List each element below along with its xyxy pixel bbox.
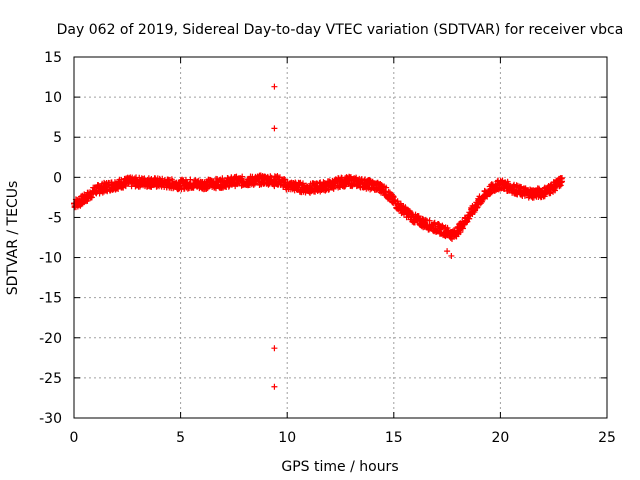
data-point: [447, 234, 454, 241]
data-point: [449, 235, 456, 242]
data-point: [219, 175, 226, 182]
data-point: [431, 220, 438, 227]
x-tick-label: 5: [176, 430, 185, 446]
y-tick-label: -10: [39, 251, 62, 267]
data-point: [383, 184, 390, 191]
data-point: [431, 219, 438, 226]
data-point: [385, 188, 392, 195]
data-point: [466, 215, 473, 222]
y-tick-label: -20: [39, 331, 62, 347]
data-point: [187, 176, 194, 183]
data-point: [459, 225, 466, 232]
y-tick-label: 5: [53, 130, 62, 146]
x-tick-label: 20: [491, 430, 509, 446]
data-point: [122, 183, 129, 190]
data-point: [271, 345, 278, 352]
plot-frame: [73, 56, 608, 419]
y-tick-label: -30: [39, 411, 62, 427]
data-point: [422, 216, 429, 223]
data-point: [448, 252, 455, 259]
y-tick-label: -5: [48, 210, 62, 226]
data-point: [87, 193, 94, 200]
data-point: [271, 83, 278, 90]
x-tick-label: 0: [70, 430, 79, 446]
y-tick-label: 15: [44, 50, 62, 66]
x-tick-label: 15: [385, 430, 403, 446]
data-point: [281, 176, 288, 183]
data-point: [457, 229, 464, 236]
data-point: [271, 125, 278, 132]
data-point: [557, 182, 564, 189]
x-axis-label: GPS time / hours: [281, 459, 398, 475]
data-point: [271, 183, 278, 190]
ticks-layer: 0 5 10 15 20 25 15 10 5 0 -5 -10 -15 -20 -25 -30: [39, 50, 616, 446]
data-point: [225, 183, 232, 190]
data-point: [444, 248, 451, 255]
x-tick-label: 10: [278, 430, 296, 446]
chart-title: Day 062 of 2019, Sidereal Day-to-day VTE…: [57, 22, 624, 38]
x-tick-label: 25: [598, 430, 616, 446]
y-axis-label: SDTVAR / TECUs: [5, 181, 21, 296]
data-point: [551, 187, 558, 194]
data-point: [271, 383, 278, 390]
data-point: [559, 175, 566, 182]
grid-layer: [74, 57, 607, 418]
data-point: [239, 173, 246, 180]
data-point: [92, 189, 99, 196]
points-layer: [71, 83, 566, 390]
data-point: [382, 188, 389, 195]
y-tick-label: -15: [39, 291, 62, 307]
y-tick-label: 10: [44, 90, 62, 106]
data-point: [390, 194, 397, 201]
y-tick-label: 0: [53, 170, 62, 186]
data-point: [115, 185, 122, 192]
y-tick-label: -25: [39, 371, 62, 387]
